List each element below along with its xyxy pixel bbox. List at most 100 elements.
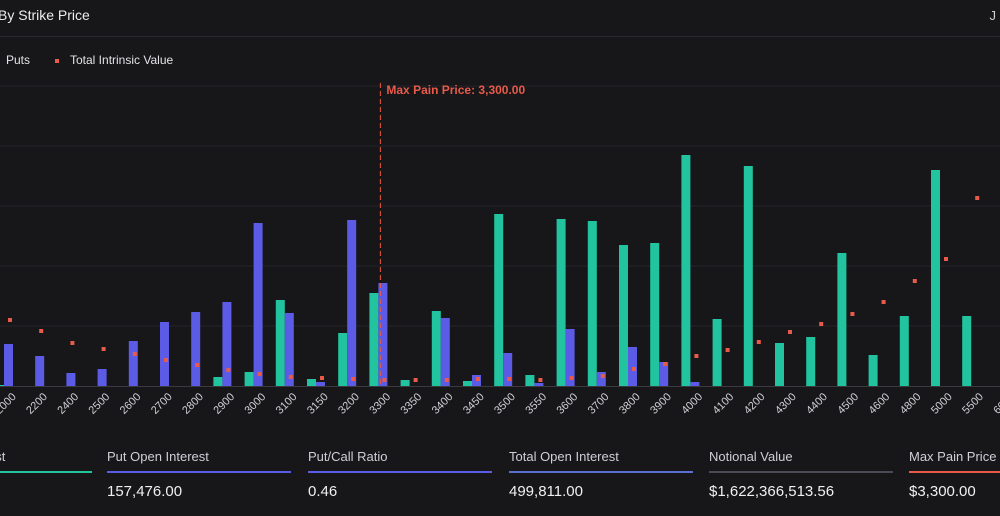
x-tick-label-4800: 4800	[898, 391, 924, 417]
put-bar-3600	[565, 329, 575, 386]
x-tick-label-3400: 3400	[430, 391, 456, 417]
call-bar-4600	[868, 355, 878, 386]
put-bar-2500	[97, 369, 107, 386]
put-bar-3500	[503, 353, 513, 386]
put-bar-4000	[690, 382, 700, 386]
stat-underline	[509, 471, 693, 473]
x-tick-label-3450: 3450	[461, 391, 487, 417]
call-bar-3300	[369, 293, 379, 386]
x-tick-label-2700: 2700	[149, 391, 175, 417]
x-tick-label-3150: 3150	[305, 391, 331, 417]
intrinsic-point-2400	[70, 341, 75, 345]
x-tick-label-3900: 3900	[648, 391, 674, 417]
call-bar-3400	[431, 311, 441, 386]
call-bar-2000	[0, 385, 4, 386]
header-menu-icon[interactable]: J	[989, 8, 997, 23]
intrinsic-point-3550	[538, 378, 543, 382]
x-tick-label-3550: 3550	[523, 391, 549, 417]
x-tick-label-3000: 3000	[243, 391, 269, 417]
panel-title: By Strike Price	[0, 7, 90, 23]
intrinsic-point-2000	[8, 318, 12, 322]
stat-underline	[308, 471, 492, 473]
call-bar-3550	[525, 375, 535, 386]
x-tick-label-4200: 4200	[742, 391, 768, 417]
stat-put-open-interest: Put Open Interest 157,476.00	[107, 437, 291, 516]
call-bar-3350	[400, 380, 410, 386]
x-tick-label-2900: 2900	[211, 391, 237, 417]
x-tick-label-4600: 4600	[867, 391, 893, 417]
stat-value: $1,622,366,513.56	[709, 483, 835, 500]
put-bar-2400	[66, 373, 76, 386]
legend-intrinsic[interactable]: Total Intrinsic Value	[70, 53, 174, 67]
x-tick-label-2000: 2000	[0, 391, 19, 417]
x-tick-label-3800: 3800	[617, 391, 643, 417]
intrinsic-point-3450	[476, 377, 480, 381]
call-bar-3900	[650, 243, 660, 386]
x-tick-label-3500: 3500	[492, 391, 518, 417]
stat-notional-value: Notional Value $1,622,366,513.56	[709, 437, 893, 516]
intrinsic-point-3300	[382, 378, 387, 382]
intrinsic-point-4400	[819, 322, 824, 326]
x-tick-label-2800: 2800	[180, 391, 206, 417]
x-tick-label-2200: 2200	[24, 391, 50, 417]
call-bar-3200	[338, 333, 348, 386]
x-tick-label-2500: 2500	[87, 391, 113, 417]
intrinsic-point-3100	[288, 375, 293, 379]
call-bar-4200	[743, 166, 753, 386]
intrinsic-point-5500	[975, 196, 980, 200]
intrinsic-point-5000	[944, 257, 948, 261]
put-bar-3800	[628, 347, 637, 386]
x-tick-label-5000: 5000	[929, 391, 955, 417]
intrinsic-point-2200	[39, 329, 44, 333]
put-bar-2900	[222, 302, 232, 386]
x-tick-label-3700: 3700	[586, 391, 612, 417]
stat-label: est	[0, 449, 6, 464]
intrinsic-point-3150	[320, 376, 324, 380]
x-tick-label-2400: 2400	[55, 391, 81, 417]
call-bar-3100	[275, 300, 285, 386]
x-tick-label-4400: 4400	[804, 391, 830, 417]
stat-label: Put Open Interest	[107, 449, 209, 464]
intrinsic-point-3400	[444, 378, 449, 382]
put-bar-2600	[128, 341, 138, 386]
stat-est: est	[0, 437, 92, 516]
put-bar-3700	[596, 372, 606, 386]
call-bar-4800	[899, 316, 909, 386]
call-bar-4300	[775, 343, 784, 386]
intrinsic-point-3200	[351, 377, 356, 381]
call-bar-3450	[463, 381, 472, 386]
x-tick-label-3300: 3300	[367, 391, 393, 417]
legend-puts[interactable]: Puts	[6, 53, 31, 67]
call-bar-3800	[619, 245, 628, 386]
x-tick-label-5500: 5500	[960, 391, 986, 417]
stats-row: est Put Open Interest 157,476.00 Put/Call R…	[0, 437, 1000, 516]
stat-label: Notional Value	[709, 449, 793, 464]
intrinsic-point-3600	[569, 376, 574, 380]
intrinsic-point-4300	[788, 330, 792, 334]
call-bar-2900	[213, 377, 223, 386]
intrinsic-point-4600	[881, 300, 886, 304]
call-bar-3500	[494, 214, 504, 386]
call-bar-5500	[962, 316, 972, 386]
intrinsic-point-2900	[226, 368, 231, 372]
put-bar-3000	[253, 223, 263, 386]
put-bar-3150	[316, 382, 325, 386]
open-interest-chart: 2000 2200 2400 2500 2600 2700 2800 2900 3000 3100…	[0, 83, 1000, 417]
x-tick-label-4500: 4500	[835, 391, 861, 417]
x-tick-label-4300: 4300	[773, 391, 799, 417]
intrinsic-point-2700	[164, 358, 168, 362]
stat-value: $3,300.00	[909, 483, 976, 500]
stat-max-pain-price: Max Pain Price $3,300.00	[909, 437, 1000, 516]
call-bar-3600	[556, 219, 566, 386]
intrinsic-point-3350	[413, 378, 418, 382]
intrinsic-point-4200	[756, 340, 761, 344]
stat-label: Max Pain Price	[909, 449, 997, 464]
stat-value: 157,476.00	[107, 483, 183, 500]
stat-value: 0.46	[308, 483, 338, 500]
call-bar-4500	[837, 253, 847, 386]
intrinsic-point-4100	[725, 348, 730, 352]
put-bar-2000	[4, 344, 13, 386]
put-bar-3300	[378, 283, 388, 386]
intrinsic-point-3700	[600, 374, 605, 378]
